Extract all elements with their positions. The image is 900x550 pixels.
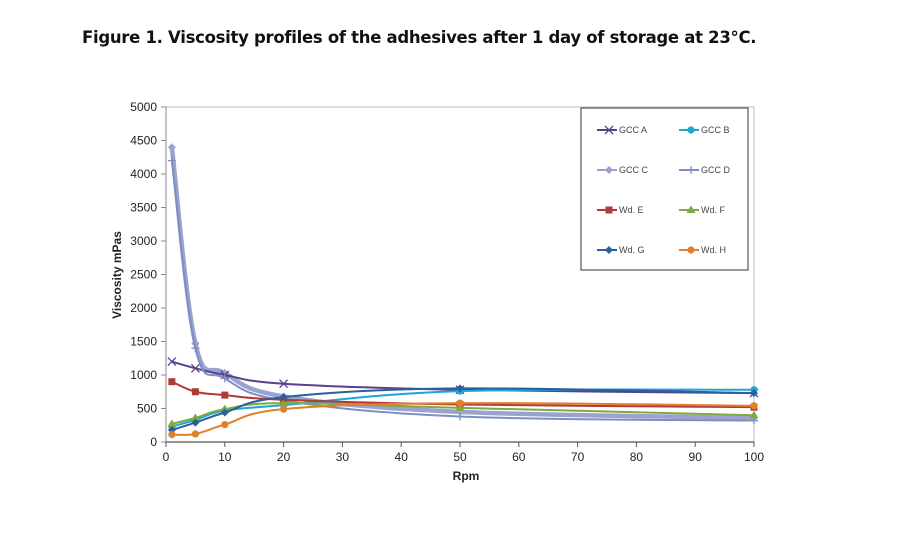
series-wd-f bbox=[167, 398, 759, 427]
y-tick-label: 4500 bbox=[130, 134, 157, 148]
legend-marker bbox=[604, 125, 614, 135]
legend: GCC A GCC B GCC C GCC D Wd. E Wd. F Wd. G Wd. H bbox=[580, 107, 749, 271]
data-point-wd-f bbox=[220, 404, 230, 413]
data-point-wd-h bbox=[280, 405, 288, 413]
legend-item: GCC D bbox=[679, 165, 731, 175]
figure-title: Figure 1. Viscosity profiles of the adhe… bbox=[82, 28, 757, 47]
legend-marker bbox=[687, 246, 695, 254]
x-tick-label: 100 bbox=[744, 450, 764, 464]
y-axis-label: Viscosity mPas bbox=[110, 231, 124, 319]
series-wd-h bbox=[168, 399, 758, 439]
y-tick-label: 2500 bbox=[130, 268, 157, 282]
y-axis: 0 500 1000 1500 2000 2500 3000 3500 4000 4500 5000 bbox=[130, 100, 167, 449]
legend-label: Wd. F bbox=[701, 205, 726, 215]
legend-marker bbox=[605, 166, 613, 174]
x-tick-label: 20 bbox=[277, 450, 291, 464]
legend-marker bbox=[605, 206, 613, 214]
data-point-wd-g bbox=[191, 418, 200, 427]
legend-label: GCC C bbox=[619, 165, 649, 175]
legend-label: Wd. E bbox=[619, 205, 644, 215]
x-axis-label: Rpm bbox=[453, 469, 480, 483]
data-point-wd-f bbox=[279, 398, 289, 407]
x-tick-label: 90 bbox=[689, 450, 703, 464]
legend-item: Wd. H bbox=[679, 245, 726, 255]
x-tick-label: 70 bbox=[571, 450, 585, 464]
data-point-wd-f bbox=[749, 410, 759, 419]
data-point-gcc-a bbox=[167, 357, 177, 367]
y-tick-label: 3000 bbox=[130, 234, 157, 248]
x-tick-label: 50 bbox=[453, 450, 467, 464]
data-point-wd-f bbox=[167, 419, 177, 427]
y-tick-label: 2000 bbox=[130, 301, 157, 315]
data-point-wd-h bbox=[456, 399, 464, 407]
data-point-wd-f bbox=[190, 413, 200, 421]
legend-label: Wd. H bbox=[701, 245, 726, 255]
data-point-gcc-d bbox=[456, 412, 464, 421]
y-tick-label: 1500 bbox=[130, 335, 157, 349]
data-point-wd-h bbox=[191, 430, 199, 438]
x-tick-label: 40 bbox=[395, 450, 409, 464]
legend-item: GCC C bbox=[597, 165, 649, 175]
legend-marker bbox=[605, 246, 613, 254]
legend-item: GCC A bbox=[597, 125, 647, 135]
data-point-gcc-c bbox=[167, 143, 176, 152]
x-tick-label: 80 bbox=[630, 450, 644, 464]
x-tick-label: 30 bbox=[336, 450, 350, 464]
legend-label: GCC D bbox=[701, 165, 731, 175]
data-point-gcc-d bbox=[191, 344, 200, 353]
legend-marker bbox=[687, 166, 695, 174]
data-point-gcc-a bbox=[279, 379, 289, 389]
legend-label: GCC A bbox=[619, 125, 647, 135]
legend-item: Wd. E bbox=[597, 205, 644, 215]
data-point-wd-h bbox=[750, 402, 758, 410]
data-point-gcc-d bbox=[167, 156, 176, 165]
y-tick-label: 4000 bbox=[130, 167, 157, 181]
legend-item: Wd. F bbox=[679, 205, 726, 215]
legend-marker bbox=[686, 205, 696, 213]
legend-label: Wd. G bbox=[619, 245, 645, 255]
series-layer bbox=[167, 143, 759, 439]
y-tick-label: 5000 bbox=[130, 100, 157, 114]
data-point-gcc-a bbox=[190, 363, 200, 373]
x-axis: 0 10 20 30 40 50 60 70 80 90 100 bbox=[163, 441, 764, 464]
data-point-wd-f bbox=[455, 403, 465, 411]
data-point-gcc-d bbox=[220, 374, 229, 383]
data-point-wd-g bbox=[750, 389, 758, 398]
data-point-wd-g bbox=[220, 408, 229, 417]
y-tick-label: 0 bbox=[150, 435, 157, 449]
x-tick-label: 10 bbox=[218, 450, 232, 464]
data-point-wd-h bbox=[221, 420, 229, 429]
data-point-wd-h bbox=[168, 431, 176, 439]
x-tick-label: 0 bbox=[163, 450, 170, 464]
y-tick-label: 500 bbox=[137, 402, 157, 416]
y-tick-label: 3500 bbox=[130, 201, 157, 215]
data-point-wd-e bbox=[191, 388, 199, 396]
data-point-wd-e bbox=[168, 378, 176, 386]
data-point-wd-e bbox=[221, 391, 229, 399]
legend-marker bbox=[687, 126, 695, 134]
legend-item: Wd. G bbox=[597, 245, 645, 255]
series-wd-g bbox=[167, 384, 758, 434]
legend-item: GCC B bbox=[679, 125, 730, 135]
y-tick-label: 1000 bbox=[130, 368, 157, 382]
x-tick-label: 60 bbox=[512, 450, 526, 464]
legend-box bbox=[580, 107, 749, 271]
data-point-wd-g bbox=[456, 384, 464, 393]
data-point-wd-g bbox=[279, 393, 288, 402]
legend-label: GCC B bbox=[701, 125, 730, 135]
